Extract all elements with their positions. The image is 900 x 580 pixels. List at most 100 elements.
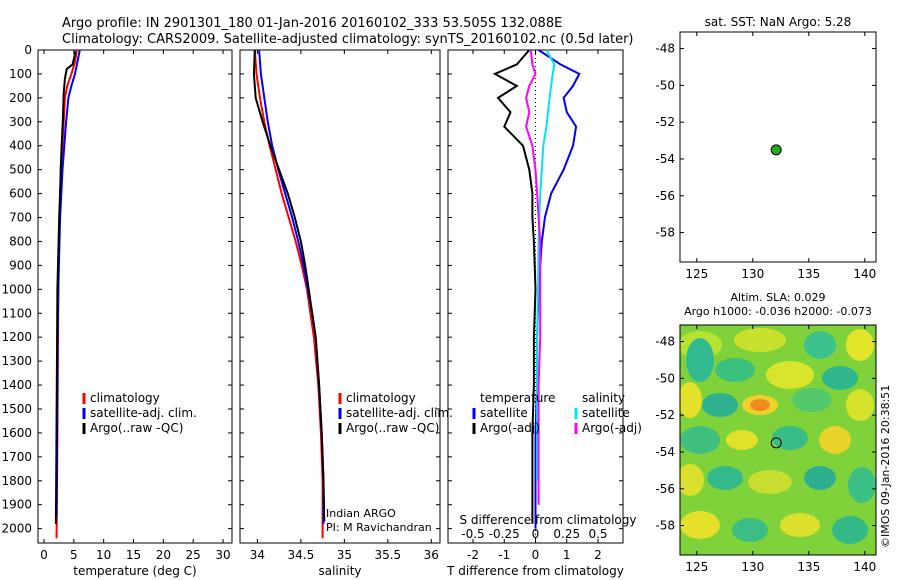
temp-legend-label: satellite-adj. clim. [90, 406, 197, 420]
sla_map-xtick-label: 125 [685, 560, 708, 574]
diff-s-tick-label: -0.5 [461, 527, 484, 541]
salinity-frame [239, 49, 441, 544]
salinity-xtick-label: 35 [337, 548, 352, 562]
sla-heatmap-field [680, 325, 876, 555]
diff-s-tick-label: -0.25 [489, 527, 520, 541]
salinity-panel: 34 34.5 35 35.5 36 salinity climatologysatelli… [239, 49, 453, 578]
temperature-frame [37, 49, 233, 544]
sst_map-argo-point [770, 144, 782, 156]
salinity-xtick-label: 35.5 [374, 548, 401, 562]
temperature-ytick-label: 1600 [1, 426, 32, 440]
temperature-series-line [54, 50, 77, 524]
sla_map-ytick-label: -58 [655, 519, 675, 533]
temperature-ytick-label: 800 [9, 234, 32, 248]
sla_map-xtick-label: 130 [741, 560, 764, 574]
differences-xlabel: T difference from climatology [446, 564, 624, 578]
sla_map-ytick-label: -50 [655, 371, 675, 385]
sst_map-xtick-label: 125 [685, 267, 708, 281]
temperature-ytick-label: 1300 [1, 354, 32, 368]
diff-s-tick-label: 0.5 [588, 527, 607, 541]
sst_map-ytick-label: -52 [655, 115, 675, 129]
temperature-ytick-label: 1900 [1, 498, 32, 512]
temperature-xtick-label: 20 [156, 548, 171, 562]
sal-legend-label: climatology [346, 391, 416, 405]
temperature-ytick-label: 1000 [1, 282, 32, 296]
diff-s-tick-label: 0 [532, 527, 540, 541]
temperature-ytick-label: 900 [9, 258, 32, 272]
diff-legend-title: salinity [582, 391, 625, 405]
sla-map: Altim. SLA: 0.029 Argo h1000: -0.036 h20… [655, 291, 877, 574]
sla_map-frame [679, 324, 877, 556]
sst_map-xtick-label: 140 [853, 267, 876, 281]
sst_map-xtick-label: 135 [797, 267, 820, 281]
temperature-series-line [55, 49, 81, 517]
salinity-xlabel: salinity [318, 564, 361, 578]
temperature-xtick-label: 5 [70, 548, 78, 562]
sst_map-xtick-label: 130 [741, 267, 764, 281]
temperature-ytick-label: 1700 [1, 450, 32, 464]
differences-xtick-label: -2 [467, 548, 479, 562]
sst_map-ytick-label: -58 [655, 226, 675, 240]
diff-temp-legend-label: satellite [480, 406, 528, 420]
differences-series-line [534, 49, 581, 529]
temperature-xtick-label: 15 [126, 548, 141, 562]
diff-sal-legend-label: satellite [582, 406, 630, 420]
sla-map-title-1: Altim. SLA: 0.029 [730, 291, 825, 304]
differences-xtick-label: 2 [594, 548, 602, 562]
sla_map-ytick-label: -48 [655, 335, 675, 349]
temperature-ytick-label: 500 [9, 163, 32, 177]
salinity-xtick-label: 34 [250, 548, 265, 562]
annotation-line: PI: M Ravichandran [326, 521, 432, 534]
sal-legend-label: Argo(..raw -QC) [346, 421, 439, 435]
temperature-ytick-label: 1800 [1, 474, 32, 488]
annotation-line: Indian ARGO [326, 507, 396, 520]
temperature-xtick-label: 30 [215, 548, 230, 562]
temperature-ytick-label: 1100 [1, 306, 32, 320]
salinity-series-line [253, 49, 324, 539]
temperature-ytick-label: 700 [9, 211, 32, 225]
difference-panel: -2 -1 0 1 2 T difference from climatology temp… [446, 49, 642, 578]
sst-map: sat. SST: NaN Argo: 5.28 125 130 135 140 -48… [655, 15, 877, 281]
sla_map-argo-point [770, 437, 782, 449]
temperature-ytick-label: 2000 [1, 522, 32, 536]
sla_map-ytick-label: -54 [655, 445, 675, 459]
temperature-panel: 0 5 10 15 20 25 300100200300400500600700800900… [1, 43, 233, 578]
sst_map-ytick-label: -50 [655, 78, 675, 92]
temp-legend-label: climatology [90, 391, 160, 405]
sst_map-ytick-label: -54 [655, 152, 675, 166]
temperature-xlabel: temperature (deg C) [73, 564, 196, 578]
diff-sal-legend-label: Argo(-adj) [582, 421, 642, 435]
temperature-ytick-label: 1500 [1, 402, 32, 416]
differences-series-line [492, 49, 537, 524]
sst_map-ytick-label: -48 [655, 42, 675, 56]
title-line-1: Argo profile: IN 2901301_180 01-Jan-2016… [62, 16, 562, 31]
salinity-xtick-label: 36 [424, 548, 439, 562]
sla-map-title-2: Argo h1000: -0.036 h2000: -0.073 [684, 305, 872, 318]
diff-legend-title: temperature [480, 391, 555, 405]
diff-s-tick-label: 0.25 [553, 527, 580, 541]
differences-xtick-label: 1 [563, 548, 571, 562]
salinity-series-line [252, 49, 326, 522]
differences-series-line [525, 49, 542, 505]
sla_map-xtick-label: 140 [853, 560, 876, 574]
salinity-series-line [258, 49, 325, 524]
salinity-xtick-label: 34.5 [288, 548, 315, 562]
temperature-ytick-label: 100 [9, 67, 32, 81]
sal-legend-label: satellite-adj. clim. [346, 406, 453, 420]
temperature-ytick-label: 400 [9, 139, 32, 153]
sla_map-ytick-label: -56 [655, 482, 675, 496]
temperature-xtick-label: 10 [96, 548, 111, 562]
sla_map-ytick-label: -52 [655, 408, 675, 422]
temperature-xtick-label: 0 [40, 548, 48, 562]
temp-legend-label: Argo(..raw -QC) [90, 421, 183, 435]
temperature-ytick-label: 600 [9, 187, 32, 201]
temperature-ytick-label: 0 [24, 43, 32, 57]
temperature-ytick-label: 1200 [1, 330, 32, 344]
diff-top-xlabel: S difference from climatology [460, 513, 637, 527]
differences-series-line [536, 49, 556, 481]
temperature-ytick-label: 1400 [1, 378, 32, 392]
sst_map-ytick-label: -56 [655, 189, 675, 203]
title-line-2: Climatology: CARS2009. Satellite-adjuste… [62, 32, 634, 47]
differences-xtick-label: -1 [498, 548, 510, 562]
